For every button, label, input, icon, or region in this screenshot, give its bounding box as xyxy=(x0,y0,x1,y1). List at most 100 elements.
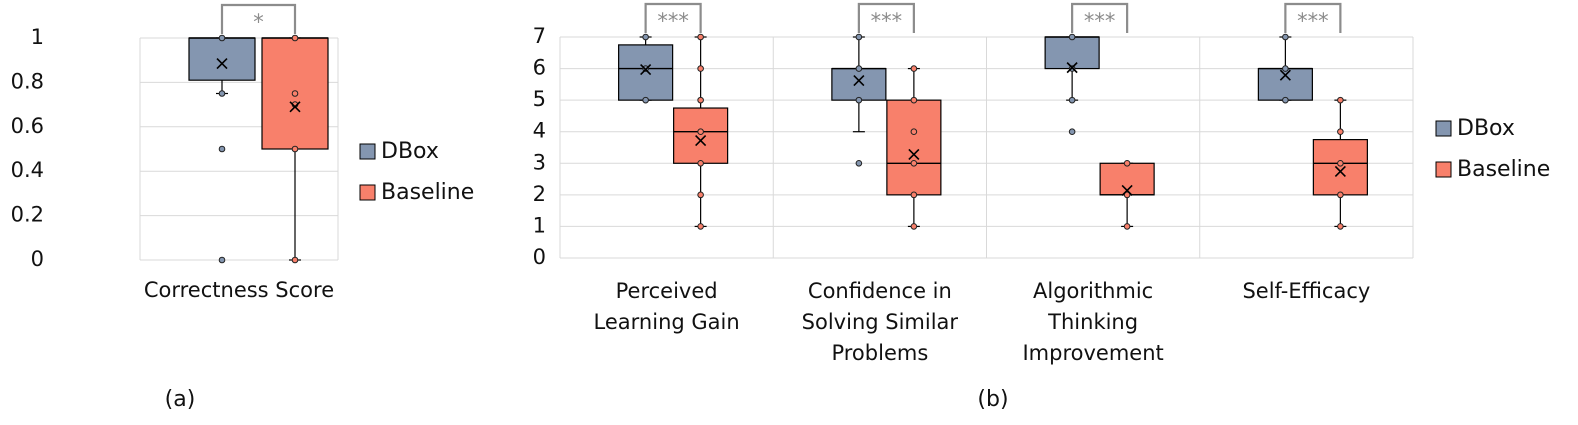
data-point xyxy=(1123,159,1131,167)
panel-label: (b) xyxy=(977,387,1008,412)
significance-label: *** xyxy=(657,9,689,33)
box-baseline xyxy=(1312,139,1368,196)
mean-marker xyxy=(1066,62,1078,74)
data-point xyxy=(218,34,226,42)
box-dbox xyxy=(831,67,887,101)
data-point xyxy=(1068,33,1076,41)
y-tick-label: 3 xyxy=(533,150,546,174)
category-label: Algorithmic xyxy=(1033,279,1153,303)
data-point xyxy=(697,191,704,199)
box-baseline xyxy=(673,107,729,164)
data-point xyxy=(291,145,299,153)
data-point xyxy=(1337,159,1344,167)
data-point xyxy=(910,96,918,104)
data-point xyxy=(910,128,918,136)
data-point xyxy=(697,96,704,104)
data-point xyxy=(855,159,863,167)
data-point xyxy=(218,90,226,97)
data-point xyxy=(1282,96,1289,104)
data-point xyxy=(1068,128,1076,136)
data-point xyxy=(697,159,704,167)
data-point xyxy=(1282,33,1289,41)
y-tick-label: 1 xyxy=(533,213,546,237)
category-label: Self-Efficacy xyxy=(1242,279,1370,303)
legend-swatch-baseline xyxy=(1435,161,1452,178)
mean-marker xyxy=(1334,165,1346,178)
category-label: Solving Similar xyxy=(802,310,959,334)
mean-marker xyxy=(1279,69,1291,81)
y-tick-label: 0 xyxy=(31,247,44,271)
data-point xyxy=(291,34,299,42)
data-point xyxy=(855,33,863,41)
box-baseline xyxy=(886,99,942,196)
significance-label: * xyxy=(253,10,264,34)
significance-label: *** xyxy=(1297,9,1329,33)
legend-label: Baseline xyxy=(1457,157,1550,182)
y-tick-label: 0.6 xyxy=(11,114,44,138)
data-point xyxy=(642,96,649,104)
y-tick-label: 5 xyxy=(533,87,546,111)
data-point xyxy=(1123,191,1131,199)
legend-swatch-baseline xyxy=(359,184,376,201)
category-label: Correctness Score xyxy=(144,278,334,302)
legend-swatch-dbox xyxy=(359,143,376,160)
category-label: Learning Gain xyxy=(594,310,740,334)
y-tick-label: 0.8 xyxy=(11,69,44,93)
data-point xyxy=(1337,191,1344,199)
y-tick-label: 7 xyxy=(533,24,546,48)
data-point xyxy=(1337,223,1344,230)
y-tick-label: 0 xyxy=(533,245,546,269)
data-point xyxy=(642,33,649,41)
significance-label: *** xyxy=(871,9,903,33)
data-point xyxy=(855,65,863,72)
category-label: Confidence in xyxy=(808,279,952,303)
y-tick-label: 0.4 xyxy=(11,158,44,182)
data-point xyxy=(291,90,299,97)
box-dbox xyxy=(618,44,674,101)
panel-b-chart: 0 1 2 3 4 5 6 7 Perceived Learning Gain *** Confide… xyxy=(533,2,1550,412)
y-tick-label: 1 xyxy=(31,25,44,49)
data-point xyxy=(697,128,704,136)
y-tick-label: 0.2 xyxy=(11,203,44,227)
category-label: Perceived xyxy=(616,279,718,303)
y-tick-label: 6 xyxy=(533,56,546,80)
significance-label: *** xyxy=(1084,9,1116,33)
data-point xyxy=(291,256,299,264)
data-point xyxy=(697,223,704,230)
data-point xyxy=(218,256,226,264)
box-dbox xyxy=(1044,36,1100,70)
panel-a-chart: 0 0.2 0.4 0.6 0.8 1 Correctness Score * DBox Base… xyxy=(11,3,474,412)
box-dbox xyxy=(1257,67,1313,101)
data-point xyxy=(697,65,704,72)
legend-swatch-dbox xyxy=(1435,120,1452,137)
legend-label: Baseline xyxy=(381,180,474,205)
data-point xyxy=(910,65,918,72)
data-point xyxy=(697,33,704,41)
significance-bracket xyxy=(1071,2,1129,33)
data-point xyxy=(1337,96,1344,104)
data-point xyxy=(910,223,918,230)
mean-marker xyxy=(908,148,920,161)
y-tick-label: 2 xyxy=(533,182,546,206)
significance-bracket xyxy=(644,2,702,33)
mean-marker xyxy=(695,134,707,147)
legend-label: DBox xyxy=(1457,116,1515,141)
data-point xyxy=(1282,65,1289,72)
mean-marker xyxy=(853,75,865,87)
mean-marker xyxy=(640,63,652,76)
box-dbox xyxy=(188,37,256,81)
panel-label: (a) xyxy=(165,387,196,412)
significance-bracket xyxy=(857,2,915,33)
mean-marker xyxy=(289,101,301,113)
y-tick-label: 4 xyxy=(533,119,546,143)
category-label: Improvement xyxy=(1022,341,1163,365)
significance-bracket xyxy=(220,3,297,34)
legend-label: DBox xyxy=(381,139,439,164)
data-point xyxy=(910,191,918,199)
data-point xyxy=(1123,223,1131,230)
data-point xyxy=(910,159,918,167)
category-label: Problems xyxy=(831,341,928,365)
data-point xyxy=(855,96,863,104)
data-point xyxy=(1337,128,1344,136)
